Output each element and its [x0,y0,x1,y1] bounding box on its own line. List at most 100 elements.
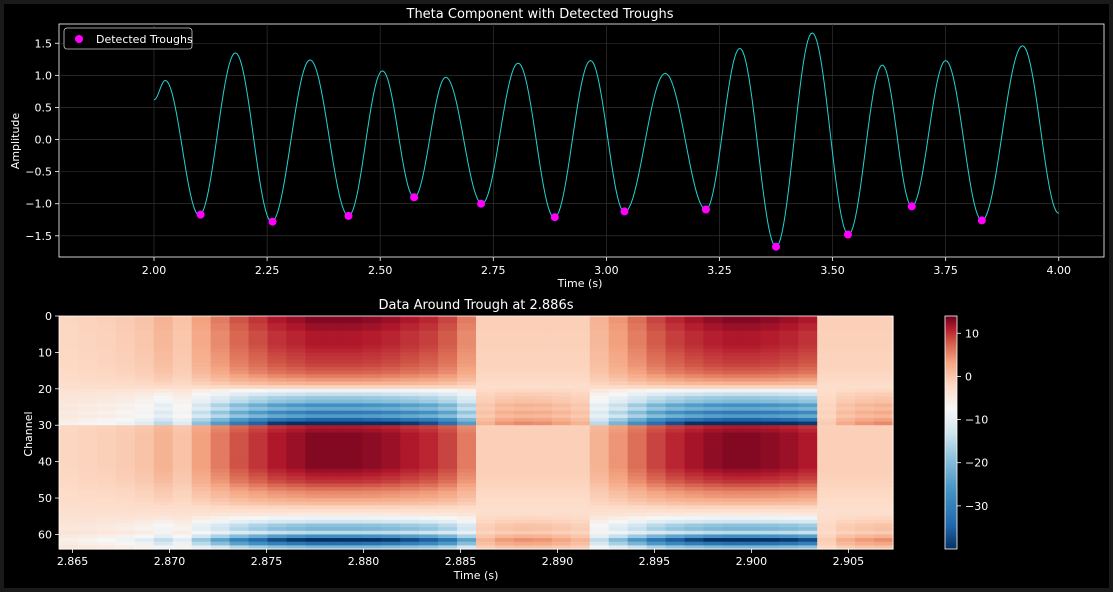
heatmap-cell [646,348,667,354]
heatmap-cell [855,487,875,492]
heatmap-cell [324,494,344,499]
heatmap-cell [703,508,723,514]
heatmap-cell [248,417,269,423]
heatmap-cell [476,498,496,503]
heatmap-cell [741,516,761,521]
heatmap-cell [855,396,875,401]
heatmap-cell [324,527,344,532]
heatmap-cell [381,403,401,408]
heatmap-cell [248,392,269,397]
heatmap-cell [343,403,363,408]
heatmap-cell [362,403,382,408]
heatmap-cell [741,468,761,474]
heatmap-cell [741,519,761,525]
heatmap-cell [874,508,894,514]
heatmap-cell [703,519,723,525]
heatmap-cell [855,538,875,543]
heatmap-cell [248,516,269,521]
heatmap-cell [286,523,306,528]
heatmap-cell [457,541,477,546]
heatmap-cell [646,512,667,517]
heatmap-cell [362,399,382,404]
heatmap-cell [172,450,193,455]
heatmap-cell [627,538,648,543]
heatmap-cell [229,527,250,532]
heatmap-cell [741,374,761,379]
heatmap-cell [589,468,610,474]
heatmap-cell [457,381,477,386]
heatmap-cell [362,377,382,383]
heatmap-cell [855,377,875,383]
heatmap-cell [551,508,572,514]
heatmap-cell [267,494,288,499]
heatmap-cell [362,407,382,412]
heatmap-cell [59,326,79,332]
heatmap-cell [210,450,231,455]
heatmap-cell [836,450,856,455]
heatmap-cell [551,334,572,339]
heatmap-cell [476,512,496,517]
heatmap-cell [267,385,288,390]
heatmap-cell [210,516,231,521]
heatmap-cell [153,436,174,441]
heatmap-cell [551,352,572,357]
heatmap-cell [570,498,591,503]
heatmap-cell [684,516,705,521]
heatmap-cell [836,519,856,525]
heatmap-cell [362,472,382,477]
heatmap-cell [874,385,894,390]
heatmap-cell [532,432,553,437]
heatmap-cell [665,436,686,441]
heatmap-cell [362,545,382,550]
heatmap-cell [760,374,780,379]
heatmap-cell [494,374,515,379]
heatmap-cell [400,479,420,485]
heatmap-cell [722,541,742,546]
heatmap-cell [343,366,363,372]
heatmap-cell [59,512,79,517]
heatmap-cell [77,483,98,488]
heatmap-cell [855,519,875,525]
heatmap-cell [627,490,648,495]
heatmap-cell [836,356,856,361]
heatmap-cell [267,319,288,324]
heatmap-cell [96,352,117,357]
heatmap-cell [191,527,212,532]
heatmap-cell [476,472,496,477]
heatmap-cell [267,472,288,477]
heatmap-cell [703,417,723,423]
heatmap-cell [760,461,780,466]
heatmap-cell [551,439,572,445]
heatmap-cell [419,403,439,408]
heatmap-cell [684,461,705,466]
heatmap-cell [779,439,799,445]
heatmap-cell [836,443,856,448]
heatmap-cell [153,519,174,525]
heatmap-cell [741,538,761,543]
heatmap-cell [703,341,723,346]
heatmap-cell [457,410,477,415]
heatmap-cell [457,519,477,525]
heatmap-cell [817,541,837,546]
heatmap-cell [210,454,231,459]
heatmap-cell [153,334,174,339]
heatmap-cell [115,334,136,339]
heatmap-cell [722,323,742,328]
heatmap-cell [96,377,117,383]
heatmap-cell [267,326,288,332]
heatmap-cell [229,421,250,426]
heatmap-cell [400,476,420,481]
heatmap-cell [400,530,420,536]
heatmap-cell [855,414,875,419]
heatmap-cell [305,479,325,485]
heatmap-cell [513,381,534,386]
heatmap-cell [646,356,667,361]
heatmap-cell [779,490,799,495]
heatmap-cell [665,417,686,423]
heatmap-cell [419,345,439,350]
trough-marker [268,217,277,226]
heatmap-cell [760,432,780,437]
heatmap-cell [381,530,401,536]
heatmap-cell [343,381,363,386]
heatmap-cell [798,523,818,528]
